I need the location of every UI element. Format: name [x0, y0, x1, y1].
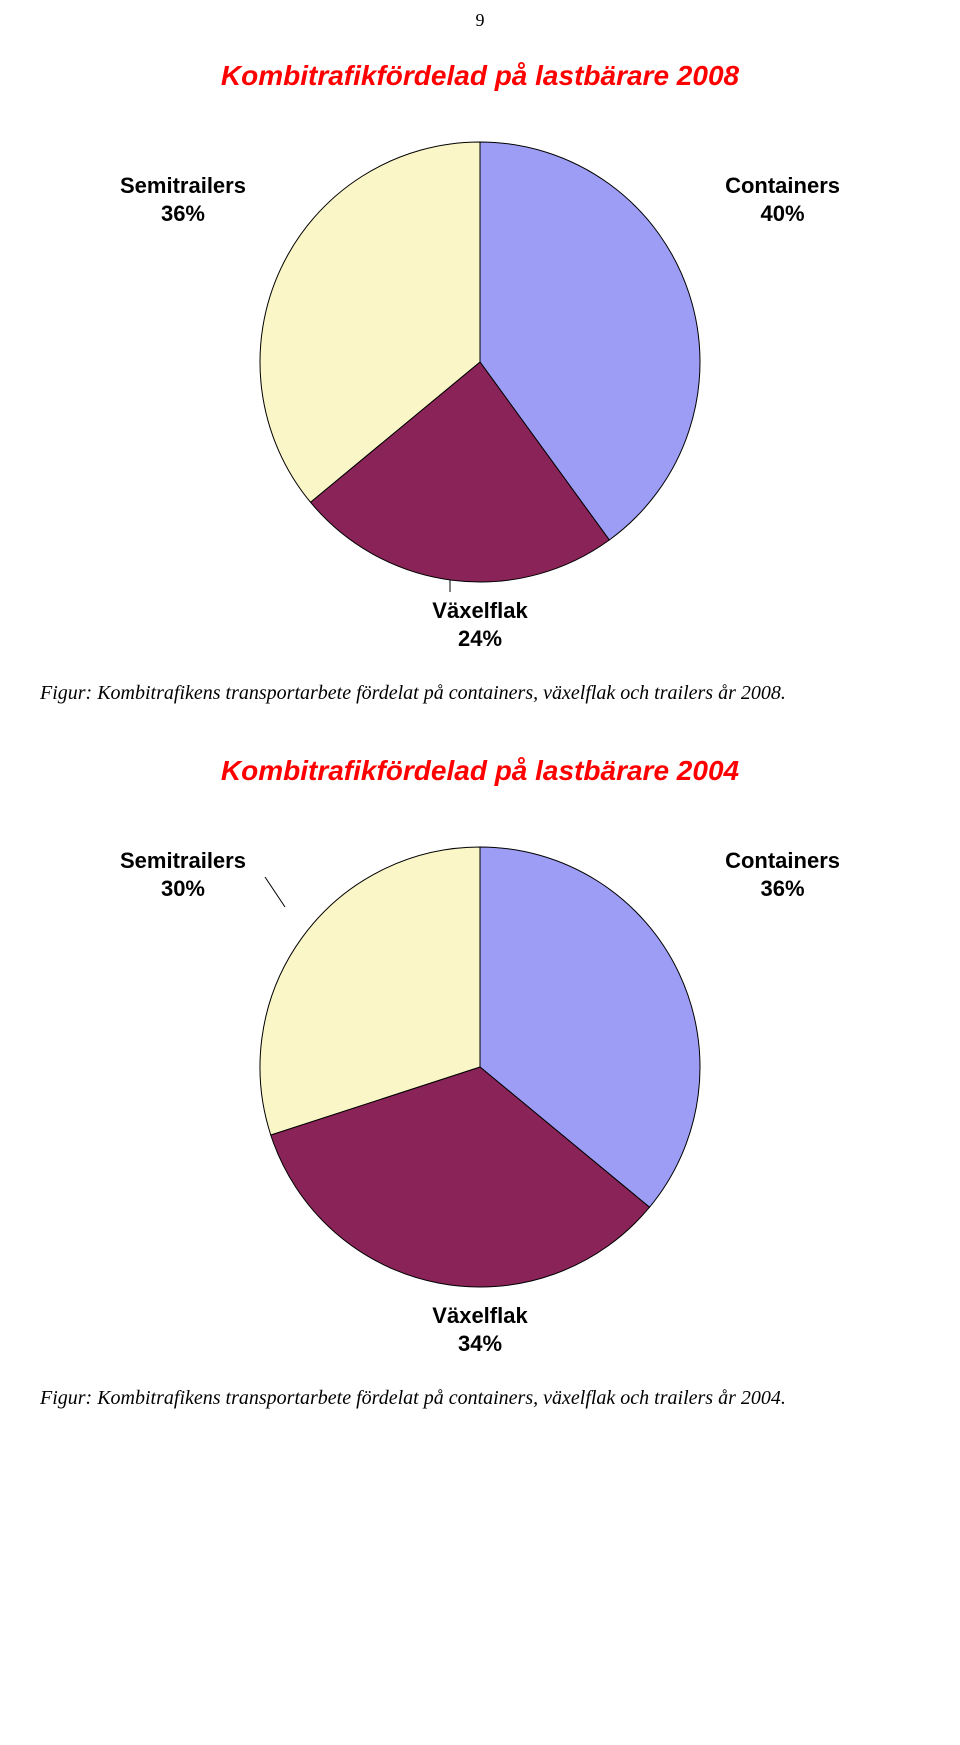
chart-2008-label-containers-pct: 40% — [761, 201, 805, 226]
chart-2008-label-semitrailers-name: Semitrailers — [120, 173, 246, 198]
chart-2004-title: Kombitrafikfördelad på lastbärare 2004 — [0, 755, 960, 787]
chart-2004-label-vaxelflak-name: Växelflak — [432, 1303, 527, 1328]
chart-2008-label-vaxelflak-name: Växelflak — [432, 598, 527, 623]
chart-2004-label-containers-name: Containers — [725, 848, 840, 873]
chart-2008-label-containers-name: Containers — [725, 173, 840, 198]
chart-2008-caption: Figur: Kombitrafikens transportarbete fö… — [40, 682, 920, 705]
chart-2004-label-semitrailers-name: Semitrailers — [120, 848, 246, 873]
chart-2008-label-vaxelflak-pct: 24% — [458, 626, 502, 651]
chart-2004-label-containers-pct: 36% — [761, 876, 805, 901]
chart-2004-caption: Figur: Kombitrafikens transportarbete fö… — [40, 1387, 920, 1410]
chart-2004-label-vaxelflak: Växelflak 34% — [432, 1302, 527, 1357]
chart-2004: Kombitrafikfördelad på lastbärare 2004 S… — [0, 755, 960, 1410]
chart-2004-label-containers: Containers 36% — [725, 847, 840, 902]
chart-2008-label-containers: Containers 40% — [725, 172, 840, 227]
chart-2008-pie-wrap: Semitrailers 36% Containers 40% Växelfla… — [130, 112, 830, 652]
chart-2004-pie-wrap: Semitrailers 30% Containers 36% Växelfla… — [100, 797, 860, 1357]
chart-2008-label-vaxelflak: Växelflak 24% — [432, 597, 527, 652]
chart-2004-label-semitrailers-pct: 30% — [161, 876, 205, 901]
chart-2008-label-semitrailers-pct: 36% — [161, 201, 205, 226]
leader-line — [265, 877, 285, 907]
chart-2008-title: Kombitrafikfördelad på lastbärare 2008 — [0, 60, 960, 92]
chart-2008: Kombitrafikfördelad på lastbärare 2008 S… — [0, 0, 960, 705]
chart-2004-label-semitrailers: Semitrailers 30% — [120, 847, 246, 902]
chart-2004-label-vaxelflak-pct: 34% — [458, 1331, 502, 1356]
chart-2008-label-semitrailers: Semitrailers 36% — [120, 172, 246, 227]
chart-2008-pie — [260, 142, 700, 582]
chart-2004-pie — [260, 847, 700, 1287]
page: 9 Kombitrafikfördelad på lastbärare 2008… — [0, 0, 960, 1450]
